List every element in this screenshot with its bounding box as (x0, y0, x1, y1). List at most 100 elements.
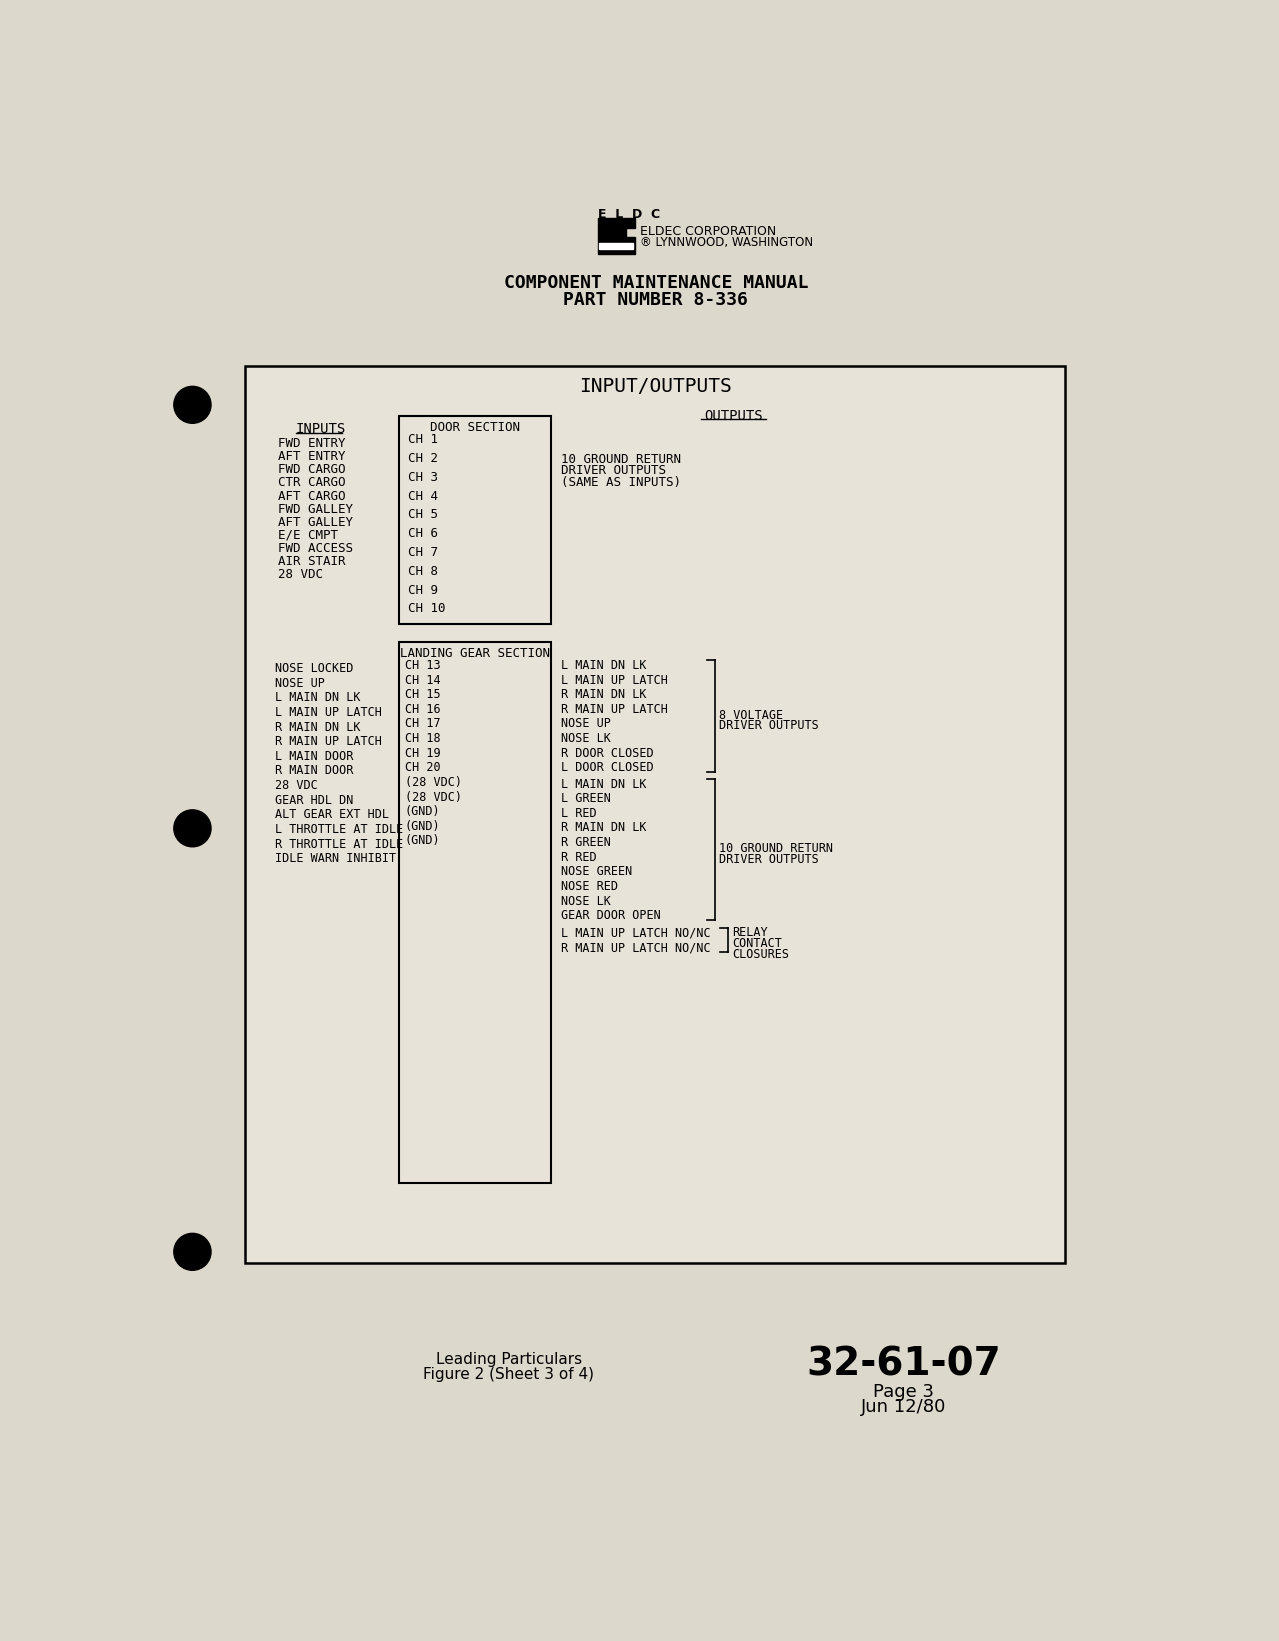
Text: RELAY: RELAY (733, 927, 769, 940)
Text: NOSE UP: NOSE UP (275, 676, 325, 689)
Text: IDLE WARN INHIBIT: IDLE WARN INHIBIT (275, 852, 395, 865)
Text: CH 8: CH 8 (408, 565, 437, 578)
Text: NOSE LOCKED: NOSE LOCKED (275, 661, 353, 674)
Text: (GND): (GND) (404, 820, 440, 834)
Text: L MAIN UP LATCH NO/NC: L MAIN UP LATCH NO/NC (561, 927, 711, 940)
Text: E/E CMPT: E/E CMPT (278, 528, 338, 542)
Text: CH 17: CH 17 (404, 717, 440, 730)
Text: CH 15: CH 15 (404, 688, 440, 701)
Text: GEAR DOOR OPEN: GEAR DOOR OPEN (561, 909, 661, 922)
Circle shape (174, 1234, 211, 1270)
Text: CH 9: CH 9 (408, 584, 437, 597)
Text: CH 6: CH 6 (408, 527, 437, 540)
Text: (GND): (GND) (404, 806, 440, 819)
Text: L THROTTLE AT IDLE: L THROTTLE AT IDLE (275, 822, 403, 835)
Text: CH 3: CH 3 (408, 471, 437, 484)
Text: 10 GROUND RETURN: 10 GROUND RETURN (561, 453, 682, 466)
Text: DRIVER OUTPUTS: DRIVER OUTPUTS (719, 853, 819, 865)
Bar (246, 366, 1065, 1264)
Bar (597, 228, 625, 236)
Text: L MAIN DOOR: L MAIN DOOR (275, 750, 353, 763)
Text: R MAIN UP LATCH NO/NC: R MAIN UP LATCH NO/NC (561, 942, 711, 955)
Text: NOSE UP: NOSE UP (561, 717, 611, 730)
Text: CH 4: CH 4 (408, 489, 437, 502)
Text: ELDEC CORPORATION: ELDEC CORPORATION (641, 225, 776, 238)
Text: R MAIN DOOR: R MAIN DOOR (275, 765, 353, 778)
Text: (SAME AS INPUTS): (SAME AS INPUTS) (561, 476, 682, 489)
Text: FWD GALLEY: FWD GALLEY (278, 502, 353, 515)
Text: CH 16: CH 16 (404, 702, 440, 715)
Text: ALT GEAR EXT HDL: ALT GEAR EXT HDL (275, 809, 389, 820)
Text: AIR STAIR: AIR STAIR (278, 555, 345, 568)
Text: CH 14: CH 14 (404, 673, 440, 686)
Text: GEAR HDL DN: GEAR HDL DN (275, 794, 353, 807)
Bar (597, 218, 634, 228)
Text: NOSE LK: NOSE LK (561, 894, 611, 907)
Circle shape (174, 386, 211, 423)
Text: INPUT/OUTPUTS: INPUT/OUTPUTS (579, 377, 733, 395)
Bar (600, 243, 633, 249)
Circle shape (174, 811, 211, 847)
Text: L MAIN DN LK: L MAIN DN LK (275, 691, 361, 704)
Text: Leading Particulars: Leading Particulars (436, 1352, 582, 1367)
Text: CTR CARGO: CTR CARGO (278, 476, 345, 489)
Text: DOOR SECTION: DOOR SECTION (430, 422, 519, 433)
Text: AFT GALLEY: AFT GALLEY (278, 515, 353, 528)
Bar (399, 642, 551, 1183)
Text: R GREEN: R GREEN (561, 835, 611, 848)
Bar (597, 236, 634, 254)
Text: (28 VDC): (28 VDC) (404, 791, 462, 804)
Text: COMPONENT MAINTENANCE MANUAL: COMPONENT MAINTENANCE MANUAL (504, 274, 808, 292)
Text: LANDING GEAR SECTION: LANDING GEAR SECTION (399, 647, 550, 660)
Text: ® LYNNWOOD, WASHINGTON: ® LYNNWOOD, WASHINGTON (641, 236, 813, 249)
Text: L MAIN DN LK: L MAIN DN LK (561, 660, 647, 671)
Text: R MAIN DN LK: R MAIN DN LK (561, 688, 647, 701)
Text: CH 2: CH 2 (408, 453, 437, 464)
Text: AFT CARGO: AFT CARGO (278, 489, 345, 502)
Bar (399, 417, 551, 624)
Text: AFT ENTRY: AFT ENTRY (278, 450, 345, 463)
Text: FWD ENTRY: FWD ENTRY (278, 437, 345, 450)
Text: CH 19: CH 19 (404, 747, 440, 760)
Text: 32-61-07: 32-61-07 (807, 1346, 1001, 1383)
Text: PART NUMBER 8-336: PART NUMBER 8-336 (564, 290, 748, 309)
Text: 28 VDC: 28 VDC (278, 568, 322, 581)
Text: CH 1: CH 1 (408, 433, 437, 446)
Text: L DOOR CLOSED: L DOOR CLOSED (561, 761, 654, 775)
Text: NOSE GREEN: NOSE GREEN (561, 865, 633, 878)
Text: R MAIN DN LK: R MAIN DN LK (561, 822, 647, 834)
Text: CH 7: CH 7 (408, 546, 437, 560)
Text: CONTACT: CONTACT (733, 937, 783, 950)
Text: OUTPUTS: OUTPUTS (703, 409, 762, 423)
Text: Figure 2 (Sheet 3 of 4): Figure 2 (Sheet 3 of 4) (423, 1367, 595, 1382)
Text: R MAIN UP LATCH: R MAIN UP LATCH (561, 702, 668, 715)
Text: L GREEN: L GREEN (561, 793, 611, 806)
Text: CH 18: CH 18 (404, 732, 440, 745)
Text: FWD ACCESS: FWD ACCESS (278, 542, 353, 555)
Text: L RED: L RED (561, 807, 597, 820)
Text: R MAIN DN LK: R MAIN DN LK (275, 720, 361, 734)
Text: L MAIN UP LATCH: L MAIN UP LATCH (275, 706, 381, 719)
Text: 28 VDC: 28 VDC (275, 779, 317, 793)
Text: FWD CARGO: FWD CARGO (278, 463, 345, 476)
Text: Jun 12/80: Jun 12/80 (861, 1398, 946, 1416)
Text: CH 5: CH 5 (408, 509, 437, 522)
Text: L MAIN UP LATCH: L MAIN UP LATCH (561, 673, 668, 686)
Text: R DOOR CLOSED: R DOOR CLOSED (561, 747, 654, 760)
Text: L MAIN DN LK: L MAIN DN LK (561, 778, 647, 791)
Text: DRIVER OUTPUTS: DRIVER OUTPUTS (719, 719, 819, 732)
Text: 8 VOLTAGE: 8 VOLTAGE (719, 709, 784, 722)
Text: DRIVER OUTPUTS: DRIVER OUTPUTS (561, 464, 666, 478)
Text: R THROTTLE AT IDLE: R THROTTLE AT IDLE (275, 837, 403, 850)
Text: CH 20: CH 20 (404, 761, 440, 775)
Text: R RED: R RED (561, 850, 597, 863)
Text: (GND): (GND) (404, 835, 440, 847)
Text: CH 13: CH 13 (404, 660, 440, 671)
Text: E  L  D  C: E L D C (597, 208, 660, 220)
Text: NOSE RED: NOSE RED (561, 880, 618, 893)
Text: INPUTS: INPUTS (295, 422, 345, 437)
Text: Page 3: Page 3 (874, 1383, 935, 1401)
Text: (28 VDC): (28 VDC) (404, 776, 462, 789)
Text: R MAIN UP LATCH: R MAIN UP LATCH (275, 735, 381, 748)
Text: NOSE LK: NOSE LK (561, 732, 611, 745)
